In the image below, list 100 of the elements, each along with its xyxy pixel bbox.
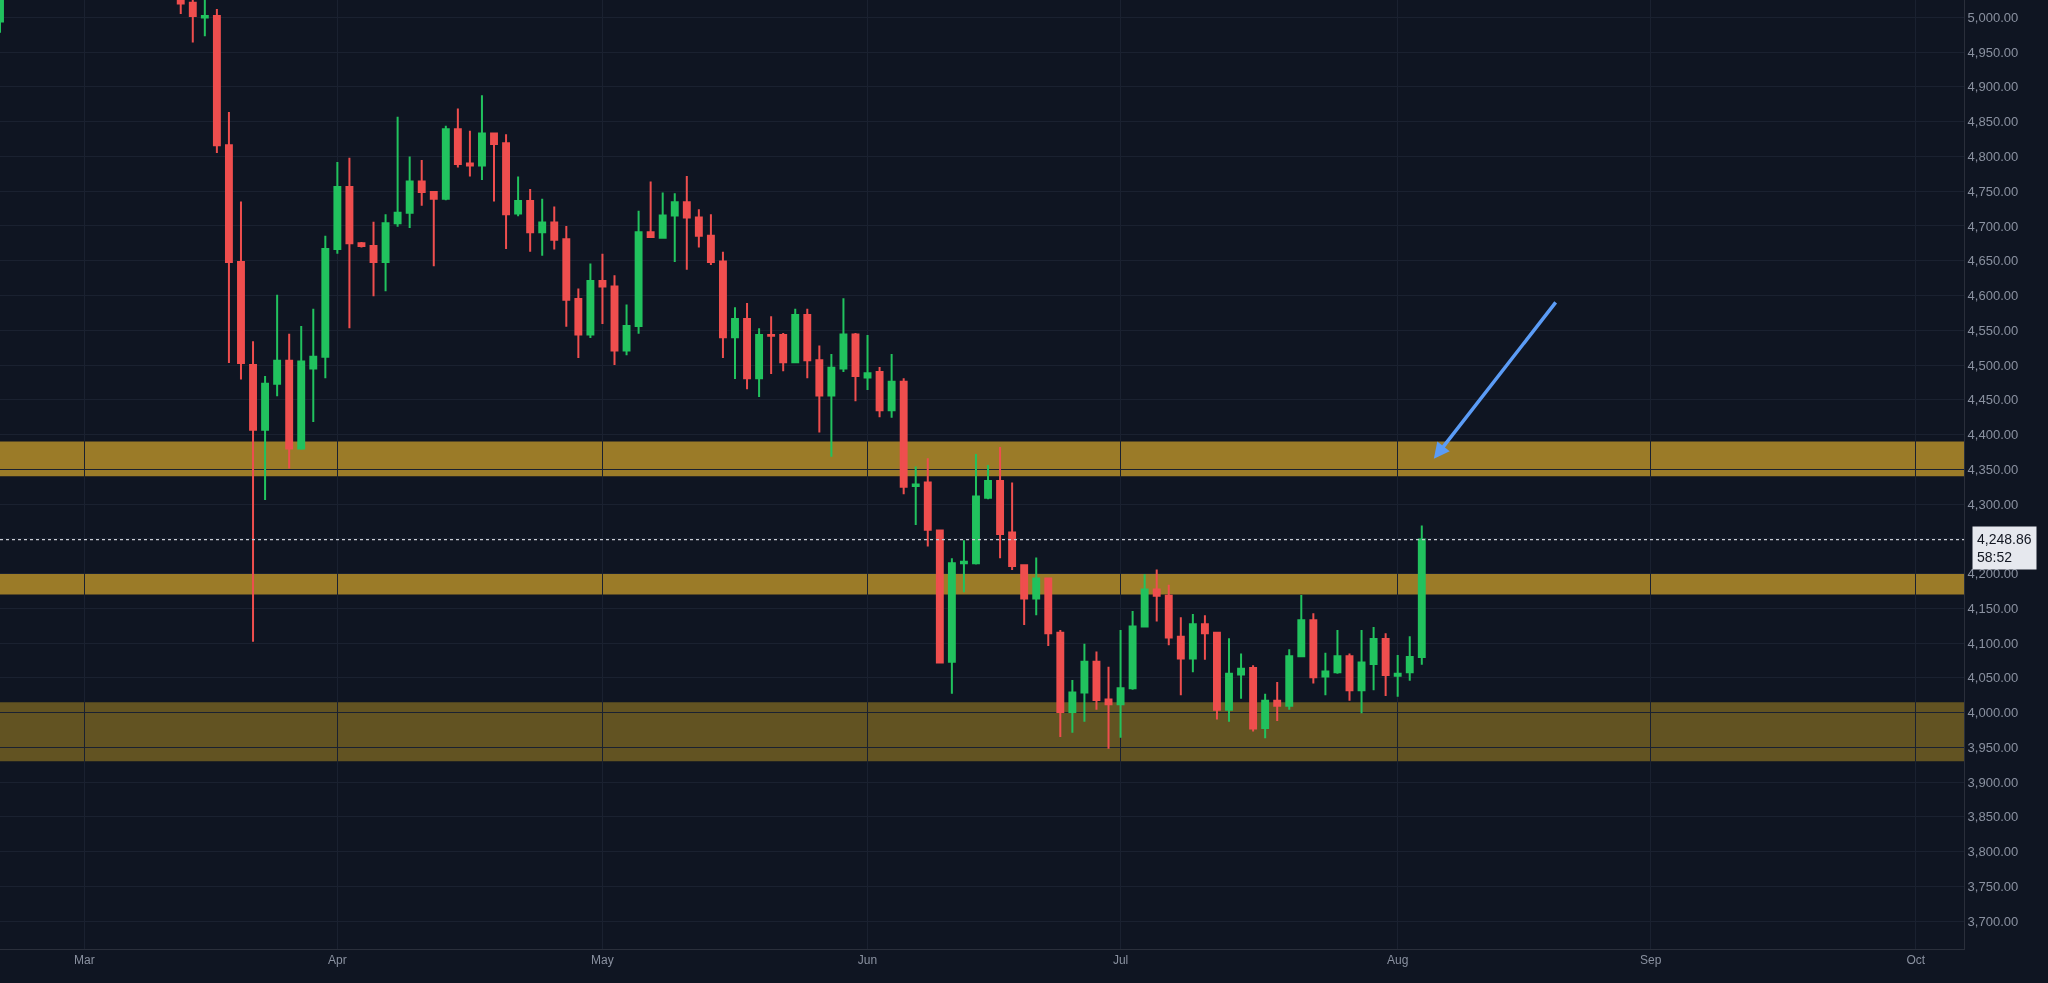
candlestick (429, 190, 438, 268)
candlestick (1297, 594, 1306, 658)
x-tick-label: Apr (328, 953, 347, 968)
candlestick (1417, 524, 1426, 666)
candlestick (755, 327, 764, 398)
candlestick (574, 287, 583, 360)
y-tick-label: 4,400.00 (1967, 427, 2019, 443)
y-tick-label: 4,000.00 (1967, 705, 2019, 721)
y-tick-label: 4,350.00 (1967, 461, 2019, 477)
ref-line-label: 4,248.86 58:52 (1977, 531, 2032, 566)
candlestick (598, 252, 607, 325)
candlestick (465, 129, 474, 178)
candlestick (706, 213, 715, 266)
candlestick (1213, 630, 1221, 721)
candlestick (1116, 628, 1125, 739)
candlestick (586, 262, 595, 339)
candlestick (610, 274, 619, 366)
candlestick (863, 334, 872, 392)
candlestick (1357, 628, 1366, 715)
candlestick (1381, 632, 1390, 697)
y-tick-label: 4,550.00 (1967, 322, 2019, 338)
candlestick (526, 188, 535, 253)
candlestick (1044, 576, 1053, 647)
candlestick (1128, 610, 1137, 691)
candlestick (923, 457, 932, 548)
candlestick (996, 446, 1005, 560)
candlestick (1080, 642, 1089, 723)
candlestick (345, 156, 354, 330)
candlestick (1285, 648, 1294, 711)
candlestick (1225, 637, 1233, 723)
y-tick-label: 4,850.00 (1967, 114, 2019, 130)
candlestick (984, 464, 992, 501)
candlestick (1393, 653, 1402, 698)
candlestick (1032, 556, 1041, 617)
candlestick (224, 110, 233, 364)
candlestick (658, 191, 667, 240)
y-tick-label: 5,000.00 (1967, 9, 2019, 25)
x-tick-label: Mar (74, 953, 95, 968)
y-tick-label: 4,500.00 (1967, 357, 2019, 373)
candlestick (562, 224, 571, 328)
candlestick (321, 234, 330, 380)
candlestick (514, 175, 523, 218)
x-tick-label: Oct (1906, 953, 1926, 968)
candlestick (743, 302, 751, 391)
candlestick (803, 307, 812, 380)
candlestick (1176, 616, 1185, 697)
candlestick (176, 0, 185, 15)
candlestick (453, 107, 462, 169)
candlestick (779, 332, 788, 373)
candlestick (1237, 652, 1246, 700)
y-tick-label: 4,900.00 (1967, 79, 2019, 95)
candlestick (393, 115, 402, 228)
candlestick (1345, 652, 1354, 702)
y-tick-label: 3,700.00 (1967, 913, 2019, 929)
y-tick-label: 4,600.00 (1967, 288, 2019, 304)
candlestick (1068, 678, 1077, 734)
candlestick (1333, 628, 1342, 675)
candlestick (333, 160, 342, 255)
candlestick (200, 0, 209, 38)
candlestick (839, 297, 848, 373)
candlestick (1405, 635, 1414, 682)
y-tick-label: 4,200.00 (1967, 566, 2019, 582)
y-tick-label: 3,750.00 (1967, 878, 2019, 894)
candlestick (1369, 626, 1378, 692)
y-tick-label: 3,800.00 (1967, 844, 2019, 860)
candlestick (1092, 650, 1101, 711)
candlestick (273, 293, 282, 398)
candlestick (935, 528, 944, 665)
candlestick (188, 0, 197, 44)
candlestick (827, 352, 836, 458)
y-tick-label: 3,950.00 (1967, 739, 2019, 755)
candlestick (285, 332, 294, 470)
candlestick (237, 200, 245, 381)
candlestick (369, 220, 378, 298)
candlestick (538, 197, 547, 257)
x-tick-label: Jun (857, 953, 878, 968)
x-tick-label: Jul (1112, 953, 1129, 968)
candlestick (1249, 664, 1258, 733)
candlestick (441, 124, 450, 202)
candlestick (791, 307, 800, 364)
y-tick-label: 4,450.00 (1967, 392, 2019, 408)
candlestick (1188, 612, 1197, 674)
y-tick-label: 3,850.00 (1967, 809, 2019, 825)
candlestick (851, 332, 860, 403)
candlestick (502, 133, 511, 250)
candlestick (1164, 583, 1173, 647)
candlestick (1321, 651, 1330, 697)
x-tick-label: May (591, 953, 614, 968)
x-tick-label: Sep (1640, 953, 1662, 968)
candlestick (815, 344, 824, 434)
candlestick (381, 213, 390, 293)
candlestick (887, 352, 896, 419)
candlestick (634, 209, 643, 335)
candlestick (309, 307, 318, 424)
candlestick (1152, 568, 1161, 623)
candlestick (297, 325, 306, 451)
candlestick (682, 174, 691, 271)
y-tick-label: 4,950.00 (1967, 44, 2019, 60)
candlestick (212, 8, 221, 154)
candlestick (959, 539, 968, 594)
